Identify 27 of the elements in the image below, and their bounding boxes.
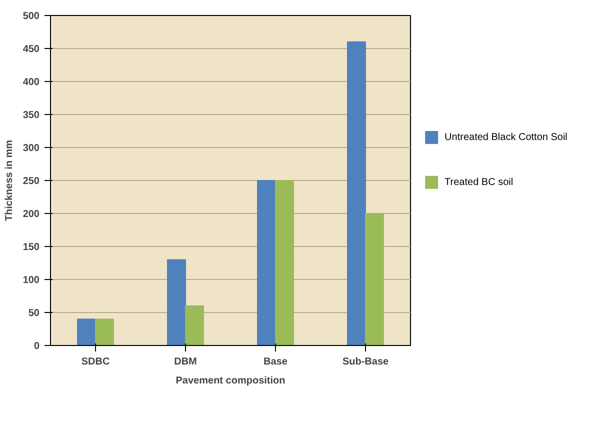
x-tick-label: Base	[264, 356, 288, 368]
x-axis-title: Pavement composition	[176, 376, 286, 386]
y-tick-label: 450	[22, 44, 40, 55]
y-tick-label: 350	[22, 110, 40, 121]
bar	[275, 180, 294, 346]
bar	[257, 180, 276, 346]
bar	[365, 213, 384, 346]
y-tick-label: 400	[22, 77, 40, 88]
bar	[347, 41, 366, 346]
bar	[167, 259, 186, 346]
bar	[185, 305, 204, 346]
legend-label: Untreated Black Cotton Soil	[444, 132, 568, 143]
y-tick-label: 100	[22, 275, 40, 286]
y-tick-label: 0	[34, 341, 40, 352]
y-tick-label: 300	[22, 143, 40, 154]
legend-label: Treated BC soil	[444, 176, 514, 188]
y-axis-title: Thickness in mm	[4, 140, 15, 222]
y-tick-label: 150	[22, 242, 40, 253]
y-tick-label: 50	[28, 308, 40, 319]
x-tick-label: SDBC	[81, 356, 110, 368]
y-tick-label: 250	[22, 176, 40, 187]
bar	[77, 318, 96, 346]
x-tick-label: Sub-Base	[342, 356, 389, 368]
y-tick-label: 200	[22, 209, 40, 220]
x-tick-label: DBM	[174, 356, 197, 368]
y-tick-label: 500	[22, 11, 40, 22]
bar	[95, 318, 114, 346]
